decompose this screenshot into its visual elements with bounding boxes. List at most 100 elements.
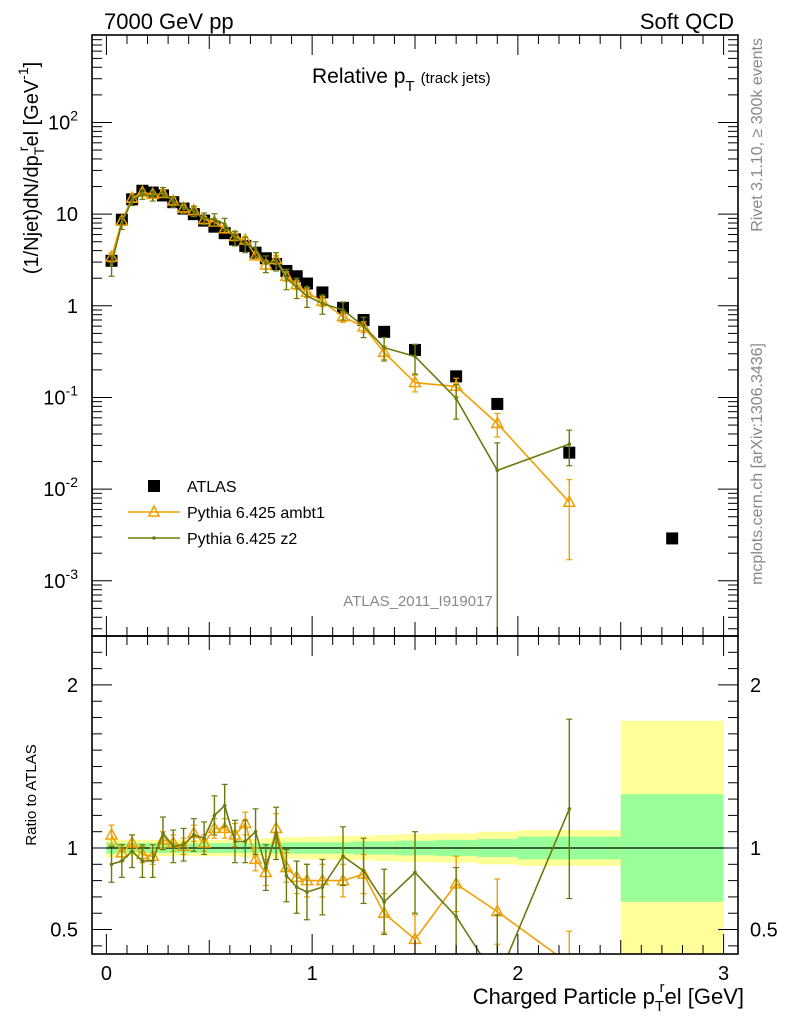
data-point bbox=[564, 958, 575, 968]
data-point bbox=[109, 263, 114, 267]
y-tick-label: 102 bbox=[48, 107, 78, 134]
data-point bbox=[294, 285, 299, 289]
data-point bbox=[217, 820, 232, 834]
data-point bbox=[150, 859, 155, 863]
series-line bbox=[110, 190, 570, 472]
data-point bbox=[212, 217, 217, 222]
y-label-sup: r bbox=[15, 146, 31, 151]
header-energy: 7000 GeV pp bbox=[104, 9, 234, 34]
data-point bbox=[290, 270, 303, 283]
data-point bbox=[104, 827, 119, 840]
ratio-y-tick-label-left: 2 bbox=[67, 675, 78, 697]
data-point bbox=[305, 294, 309, 298]
data-point bbox=[454, 914, 458, 919]
data-point bbox=[130, 198, 134, 202]
y-tick-label: 10-2 bbox=[43, 474, 78, 501]
data-point bbox=[109, 862, 114, 867]
data-point bbox=[491, 397, 504, 410]
data-point bbox=[212, 813, 217, 818]
series-line bbox=[111, 804, 571, 954]
x-tick-label: 0 bbox=[101, 963, 112, 985]
data-point bbox=[222, 803, 227, 808]
x-axis-label: Charged Particle pTrel [GeV] bbox=[473, 979, 744, 1015]
data-point bbox=[274, 831, 278, 836]
data-point bbox=[495, 978, 499, 982]
legend-label-z2: Pythia 6.425 z2 bbox=[187, 531, 297, 548]
analysis-watermark: ATLAS_2011_I919017 bbox=[343, 593, 493, 610]
rivet-version-label: Rivet 3.1.10, ≥ 300k events bbox=[749, 38, 766, 232]
data-point bbox=[130, 849, 134, 854]
y-tick-label: 10 bbox=[56, 204, 78, 226]
x-label-suffix: el [GeV] bbox=[665, 984, 744, 1009]
legend-marker-atlas bbox=[148, 480, 160, 492]
data-point bbox=[120, 221, 124, 225]
data-point bbox=[450, 370, 463, 383]
ratio-y-tick-label-right: 1 bbox=[750, 838, 761, 860]
plot-title: Relative pT (track jets) bbox=[312, 65, 491, 95]
ratio-y-axis-label: Ratio to ATLAS bbox=[23, 744, 40, 845]
x-label-main: Charged Particle p bbox=[473, 984, 655, 1009]
data-point bbox=[243, 839, 248, 844]
plot-title-sub: T bbox=[405, 78, 414, 95]
x-label-sup: r bbox=[660, 979, 665, 996]
data-point bbox=[378, 325, 391, 338]
data-point bbox=[140, 192, 145, 197]
data-point bbox=[382, 345, 386, 350]
data-point bbox=[294, 885, 299, 889]
data-point bbox=[490, 415, 505, 429]
series-line bbox=[110, 191, 570, 503]
data-point bbox=[567, 807, 572, 811]
data-point bbox=[408, 375, 422, 388]
mcplots-label: mcplots.cern.ch [arXiv:1306.3436] bbox=[749, 343, 766, 585]
data-point bbox=[336, 309, 350, 322]
header-process: Soft QCD bbox=[640, 9, 734, 34]
data-point bbox=[454, 396, 458, 401]
data-point bbox=[413, 870, 417, 875]
main-series-1 bbox=[104, 184, 577, 561]
data-point bbox=[666, 532, 679, 545]
data-point bbox=[192, 209, 196, 213]
data-point bbox=[284, 873, 289, 878]
x-tick-label: 2 bbox=[512, 963, 523, 985]
x-label-sub: T bbox=[655, 998, 664, 1015]
data-point bbox=[253, 829, 258, 834]
legend-label-atlas: ATLAS bbox=[187, 479, 237, 496]
data-point bbox=[192, 833, 196, 837]
y-tick-label: 10-1 bbox=[43, 382, 78, 409]
x-tick-label: 1 bbox=[307, 963, 318, 985]
data-point bbox=[120, 859, 124, 863]
legend-label-ambt1: Pythia 6.425 ambt1 bbox=[187, 505, 325, 522]
ratio-axes: 0 1 2 3 0.5 0.5 1 1 2 2 bbox=[50, 636, 778, 985]
main-axes: 10-3 10-2 10-1 1 10 102 bbox=[43, 34, 738, 636]
y-axis-label: (1/Njet)dN/dpTrel [GeV-1] bbox=[15, 62, 47, 274]
ratio-series-1 bbox=[108, 718, 573, 982]
y-tick-label: 1 bbox=[67, 296, 78, 318]
ratio-y-tick-label-left: 0.5 bbox=[50, 920, 78, 942]
data-point bbox=[222, 222, 227, 226]
ratio-panel: 0 1 2 3 0.5 0.5 1 1 2 2 Ratio to ATLAS Charged Pa… bbox=[23, 635, 778, 1015]
data-point bbox=[341, 308, 345, 312]
data-point bbox=[361, 869, 366, 873]
data-point bbox=[171, 200, 176, 204]
data-point bbox=[150, 194, 155, 198]
data-point bbox=[320, 885, 325, 889]
data-point bbox=[253, 246, 258, 251]
data-point bbox=[202, 836, 206, 841]
data-point bbox=[341, 854, 345, 858]
data-point bbox=[248, 851, 263, 865]
data-point bbox=[382, 900, 386, 904]
y-label-sub: T bbox=[31, 146, 47, 155]
data-point bbox=[305, 890, 309, 894]
main-plot-area bbox=[104, 184, 679, 636]
data-point bbox=[202, 216, 206, 221]
data-point bbox=[161, 831, 165, 836]
data-point bbox=[171, 844, 176, 849]
data-point bbox=[233, 839, 237, 844]
data-point bbox=[181, 206, 186, 210]
data-point bbox=[140, 859, 145, 863]
data-point bbox=[243, 242, 248, 246]
plot-title-suffix: (track jets) bbox=[421, 70, 491, 87]
data-point bbox=[567, 442, 572, 446]
ratio-plot-area bbox=[104, 718, 724, 982]
